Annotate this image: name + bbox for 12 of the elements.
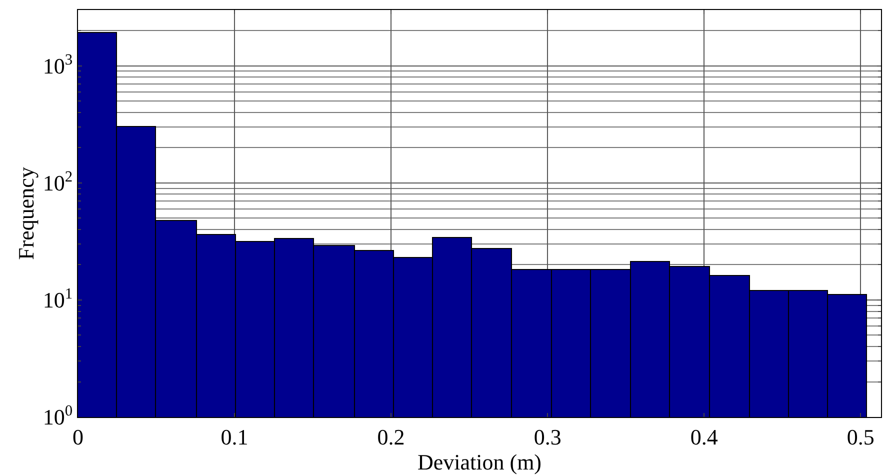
y-tick-label: 10$^{3}$	[42, 51, 73, 79]
x-tick-label: 0.3	[534, 424, 562, 450]
x-axis-title: Deviation (m)	[417, 449, 542, 474]
y-axis-title: Frequency	[14, 167, 39, 260]
y-tick-label: 10$^{2}$	[42, 168, 73, 196]
x-tick-label: 0.5	[846, 424, 874, 450]
x-tick-label: 0	[72, 424, 84, 450]
x-tick-label: 0.4	[690, 424, 718, 450]
x-tick-label: 0.1	[220, 424, 248, 450]
y-tick-label: 10$^{1}$	[42, 285, 73, 313]
y-tick-label: 10$^{0}$	[42, 402, 73, 430]
x-tick-label: 0.2	[377, 424, 405, 450]
